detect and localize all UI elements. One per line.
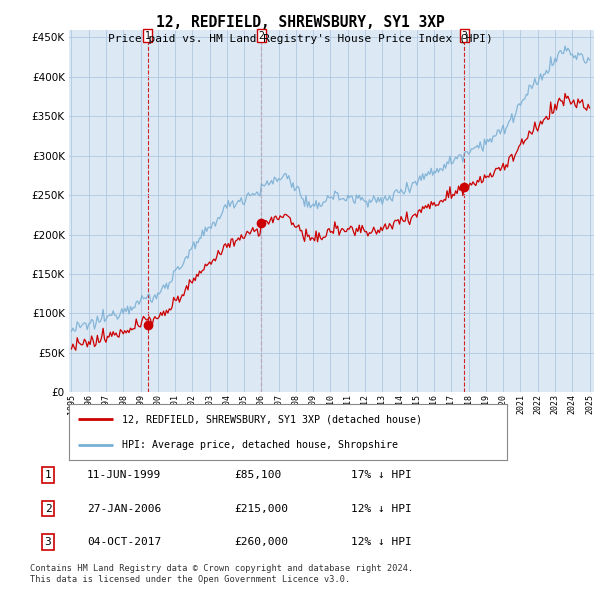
Text: 12% ↓ HPI: 12% ↓ HPI: [351, 504, 412, 513]
Text: 1: 1: [145, 31, 151, 41]
Text: HPI: Average price, detached house, Shropshire: HPI: Average price, detached house, Shro…: [122, 440, 398, 450]
Text: 3: 3: [461, 31, 467, 41]
Text: 27-JAN-2006: 27-JAN-2006: [87, 504, 161, 513]
Text: 2: 2: [259, 31, 265, 41]
Text: 12% ↓ HPI: 12% ↓ HPI: [351, 537, 412, 547]
Text: 17% ↓ HPI: 17% ↓ HPI: [351, 470, 412, 480]
Text: 1: 1: [44, 470, 52, 480]
Text: 3: 3: [44, 537, 52, 547]
Text: 2: 2: [44, 504, 52, 513]
Text: This data is licensed under the Open Government Licence v3.0.: This data is licensed under the Open Gov…: [30, 575, 350, 584]
Text: 11-JUN-1999: 11-JUN-1999: [87, 470, 161, 480]
Text: 12, REDFIELD, SHREWSBURY, SY1 3XP: 12, REDFIELD, SHREWSBURY, SY1 3XP: [155, 15, 445, 30]
Text: 12, REDFIELD, SHREWSBURY, SY1 3XP (detached house): 12, REDFIELD, SHREWSBURY, SY1 3XP (detac…: [122, 414, 422, 424]
Text: £260,000: £260,000: [234, 537, 288, 547]
Text: Price paid vs. HM Land Registry's House Price Index (HPI): Price paid vs. HM Land Registry's House …: [107, 34, 493, 44]
Text: £215,000: £215,000: [234, 504, 288, 513]
Text: £85,100: £85,100: [234, 470, 281, 480]
Text: 04-OCT-2017: 04-OCT-2017: [87, 537, 161, 547]
Text: Contains HM Land Registry data © Crown copyright and database right 2024.: Contains HM Land Registry data © Crown c…: [30, 565, 413, 573]
